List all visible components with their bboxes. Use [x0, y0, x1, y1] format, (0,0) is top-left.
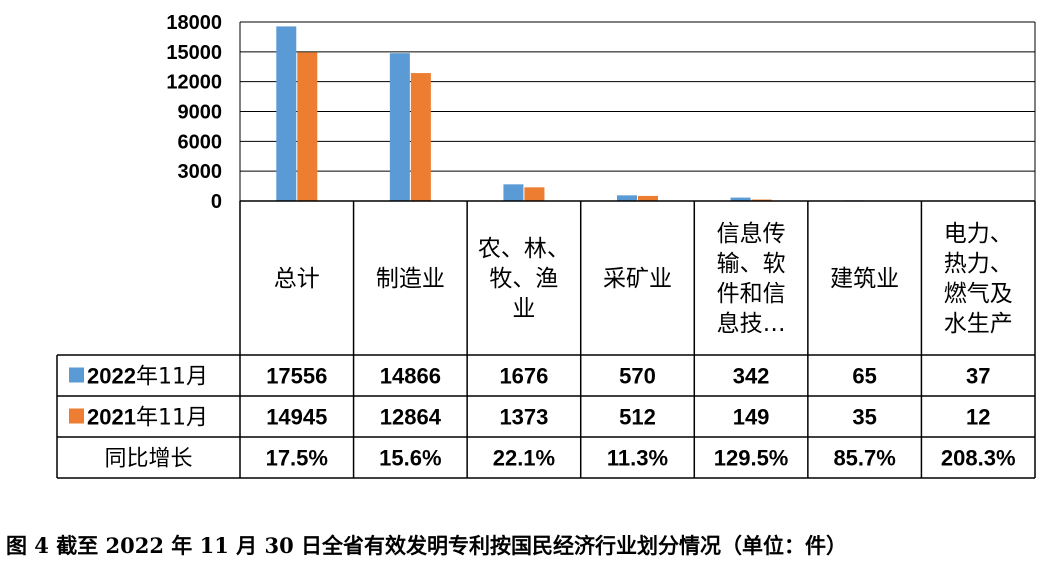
bar-series-b: [297, 52, 318, 201]
table-cell-value: 85.7%: [833, 446, 895, 471]
category-label: 水生产: [944, 311, 1013, 337]
table-cell-value: 11.3%: [607, 446, 668, 471]
category-label: 制造业: [376, 266, 445, 292]
row-label: 2021年11月: [87, 405, 208, 431]
y-tick-label: 18000: [166, 12, 222, 34]
bar-series-a: [389, 53, 410, 201]
category-label: 农、林、: [478, 236, 570, 262]
category-label: 信息传: [717, 221, 786, 247]
table-cell-value: 1676: [499, 364, 548, 389]
row-label-suffix: 年11月: [136, 406, 208, 431]
table-cell-value: 22.1%: [493, 446, 555, 471]
category-label: 建筑业: [830, 266, 899, 292]
table-cell-value: 15.6%: [379, 446, 441, 471]
figure-caption: 图 4 截至 2022 年 11 月 30 日全省有效发明专利按国民经济行业划分…: [6, 533, 847, 558]
y-axis-ticks: 0 3000 6000 9000 12000 15000 18000: [166, 12, 222, 213]
row-label-year: 2021: [87, 405, 136, 430]
legend-swatch: [69, 408, 84, 424]
table-cell-value: 342: [733, 364, 770, 389]
category-label: 牧、渔: [489, 266, 558, 292]
table-cell-value: 17.5%: [266, 446, 328, 471]
category-label: 热力、: [944, 251, 1013, 277]
y-tick-label: 12000: [166, 72, 222, 94]
category-label: 电力、: [944, 221, 1013, 247]
row-label-suffix: 年11月: [136, 365, 208, 390]
table-cell-value: 14945: [266, 405, 327, 430]
bars: [276, 26, 999, 202]
bar-series-a: [617, 195, 637, 201]
bar-series-a: [730, 197, 751, 201]
table-cell-value: 12864: [380, 405, 442, 430]
table-cell-value: 37: [966, 364, 990, 389]
row-label: 同比增长: [104, 447, 192, 472]
bar-series-b: [524, 187, 545, 201]
table-cell-value: 149: [733, 405, 770, 430]
row-label: 2022年11月: [87, 364, 208, 390]
bar-series-a: [276, 26, 297, 202]
table-cell-value: 12: [966, 405, 990, 430]
category-label: 业: [512, 296, 535, 322]
y-tick-label: 6000: [178, 131, 223, 153]
y-tick-label: 0: [211, 191, 222, 213]
bar-series-b: [410, 73, 431, 201]
gridlines: [239, 21, 1036, 202]
row-label-year: 2022: [87, 364, 136, 389]
category-label: 输、软: [717, 251, 786, 277]
category-label: 总计: [274, 266, 320, 292]
table-cell-value: 17556: [266, 364, 327, 389]
bar-series-a: [503, 184, 524, 201]
category-label: 件和信: [717, 281, 786, 307]
legend-swatch: [69, 367, 84, 383]
y-tick-label: 15000: [166, 42, 222, 64]
category-label: 燃气及: [944, 281, 1013, 307]
table-cell-value: 512: [619, 405, 656, 430]
category-label: 采矿业: [603, 266, 672, 292]
table-cell-value: 1373: [499, 405, 548, 430]
table-cell-value: 35: [852, 405, 876, 430]
table-cell-value: 129.5%: [714, 446, 789, 471]
table-cell-value: 208.3%: [941, 446, 1016, 471]
y-tick-label: 3000: [178, 161, 223, 183]
y-tick-label: 9000: [178, 102, 223, 124]
table-cell-value: 14866: [380, 364, 441, 389]
table-cell-value: 570: [619, 364, 656, 389]
category-label: 息技…: [717, 311, 786, 337]
bar-series-b: [638, 195, 658, 201]
table-cell-value: 65: [852, 364, 876, 389]
